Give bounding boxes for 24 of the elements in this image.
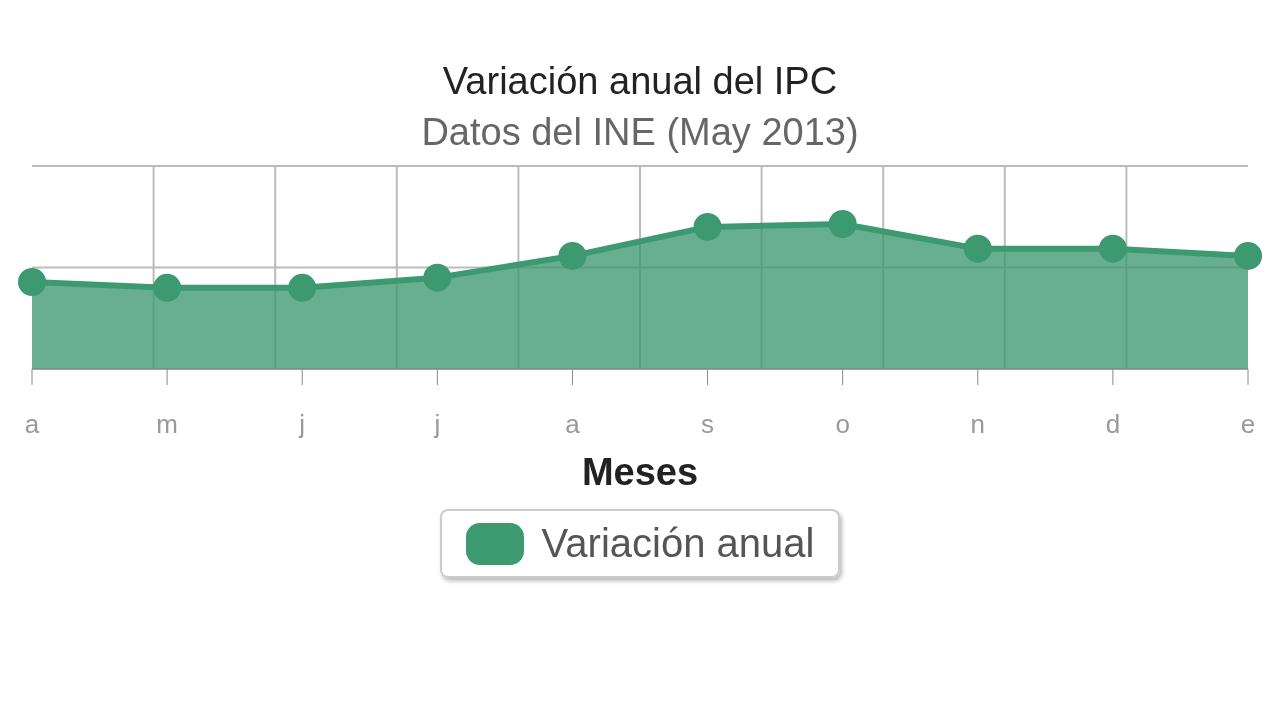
x-tick-label: n <box>970 409 986 440</box>
point <box>963 234 992 263</box>
point <box>288 273 317 302</box>
point <box>423 263 452 292</box>
chart-subtitle: Datos del INE (May 2013) <box>420 111 860 154</box>
x-tick-label: j <box>433 409 441 440</box>
point <box>18 268 46 296</box>
x-tick-label: m <box>156 409 178 440</box>
x-tick-label: a <box>24 409 40 440</box>
x-tick-label: o <box>835 409 850 440</box>
x-axis-title: Meses <box>581 451 699 493</box>
point <box>1098 234 1127 263</box>
point <box>693 212 722 241</box>
x-tick-label: j <box>298 409 306 440</box>
x-tick-label: e <box>1240 409 1256 440</box>
point <box>828 210 857 238</box>
x-tick-label: a <box>565 409 581 440</box>
point <box>1234 241 1262 270</box>
chart-title: Variación anual del IPC <box>441 60 839 103</box>
x-tick-label: d <box>1105 409 1121 440</box>
x-tick-label: s <box>701 409 715 440</box>
point <box>558 241 587 270</box>
point <box>153 273 182 302</box>
legend-label: Variación anual <box>541 521 815 566</box>
